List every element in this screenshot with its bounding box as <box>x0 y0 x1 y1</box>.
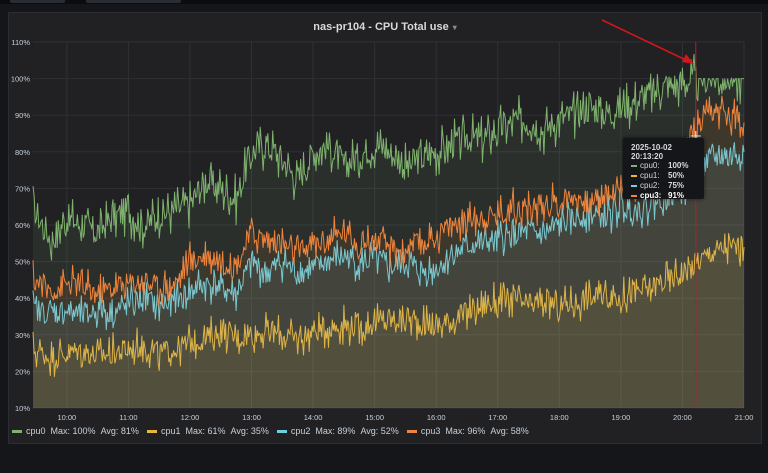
x-tick-label: 11:00 <box>119 413 137 422</box>
x-tick-label: 19:00 <box>611 413 630 422</box>
legend-item[interactable]: cpu3 Max: 96% Avg: 58% <box>406 426 529 436</box>
chart-legend: cpu0 Max: 100% Avg: 81% cpu1 Max: 61% Avg: 35… <box>12 426 537 436</box>
tooltip-swatch <box>631 174 637 177</box>
legend-max: Max: 100% <box>50 426 96 436</box>
legend-item[interactable]: cpu1 Max: 61% Avg: 35% <box>146 426 269 436</box>
tooltip-swatch <box>631 194 637 197</box>
tooltip-row: cpu1: 50% <box>623 171 704 181</box>
tooltip-swatch <box>631 184 637 187</box>
y-tick-label: 100% <box>11 75 31 84</box>
y-tick-label: 20% <box>15 367 30 376</box>
chevron-down-icon[interactable]: ▾ <box>452 23 457 32</box>
tooltip-row: cpu2: 75% <box>623 181 704 191</box>
legend-series-name[interactable]: cpu3 <box>420 426 441 436</box>
legend-series-name[interactable]: cpu2 <box>290 426 311 436</box>
legend-avg: Avg: 58% <box>490 426 529 436</box>
legend-item[interactable]: cpu2 Max: 89% Avg: 52% <box>276 426 399 436</box>
legend-swatch <box>146 430 157 434</box>
y-tick-label: 50% <box>15 258 30 267</box>
series-area-cpu2 <box>33 142 744 408</box>
y-tick-label: 110% <box>11 38 30 47</box>
tooltip-value: 50% <box>668 171 685 180</box>
top-strip-tab[interactable] <box>10 0 65 3</box>
tooltip-value: 100% <box>668 161 689 170</box>
tooltip-swatch <box>631 164 637 167</box>
annotation-arrow <box>601 19 691 63</box>
y-tick-label: 80% <box>15 148 30 157</box>
panel-title[interactable]: nas-pr104 - CPU Total use ▾ <box>9 21 761 33</box>
x-tick-label: 17:00 <box>488 413 507 422</box>
tooltip-series-name: cpu0: <box>640 161 660 170</box>
series-area-cpu1 <box>33 233 744 408</box>
series-line-cpu0 <box>32 53 744 261</box>
y-tick-label: 10% <box>15 404 30 413</box>
tooltip-value: 75% <box>668 181 685 190</box>
tooltip-value: 91% <box>668 191 685 200</box>
legend-swatch <box>406 430 417 434</box>
tooltip-time: 2025-10-02 20:13:20 <box>631 143 672 161</box>
hover-tooltip: 2025-10-02 20:13:20 cpu0: 100% cpu1: 50% cpu… <box>623 138 704 201</box>
y-tick-label: 70% <box>15 184 30 193</box>
top-strip <box>0 0 768 4</box>
legend-swatch <box>276 430 287 434</box>
x-tick-label: 20:00 <box>673 413 692 422</box>
x-tick-label: 21:00 <box>735 413 754 422</box>
legend-avg: Avg: 81% <box>100 426 139 436</box>
legend-series-name[interactable]: cpu0 <box>26 426 46 436</box>
x-tick-label: 18:00 <box>550 413 569 422</box>
y-tick-label: 60% <box>15 221 30 230</box>
top-strip-tab[interactable] <box>86 0 181 3</box>
legend-item[interactable]: cpu0 Max: 100% Avg: 81% <box>12 426 139 436</box>
legend-swatch <box>12 430 22 434</box>
tooltip-series-name: cpu1: <box>640 171 660 180</box>
y-tick-label: 90% <box>15 111 30 120</box>
series-area-cpu3 <box>33 95 744 408</box>
legend-max: Max: 96% <box>445 426 486 436</box>
y-tick-label: 30% <box>15 331 30 340</box>
tooltip-row: cpu3: 91% <box>623 191 704 201</box>
legend-avg: Avg: 35% <box>230 426 269 436</box>
annotation-arrowhead <box>682 54 694 64</box>
tooltip-row: cpu0: 100% <box>623 161 704 171</box>
legend-max: Max: 89% <box>315 426 356 436</box>
x-tick-label: 13:00 <box>242 413 261 422</box>
panel-title-text[interactable]: nas-pr104 - CPU Total use <box>313 21 449 33</box>
series-line-cpu1 <box>32 233 745 377</box>
x-tick-label: 12:00 <box>181 413 200 422</box>
tooltip-series-name: cpu2: <box>640 181 660 190</box>
y-tick-label: 40% <box>15 294 30 303</box>
legend-series-name[interactable]: cpu1 <box>160 426 181 436</box>
x-tick-label: 14:00 <box>304 413 323 422</box>
x-tick-label: 15:00 <box>365 413 384 422</box>
x-tick-label: 10:00 <box>57 413 76 422</box>
x-tick-label: 16:00 <box>427 413 446 422</box>
legend-avg: Avg: 52% <box>360 426 399 436</box>
tooltip-series-name: cpu3: <box>640 191 662 200</box>
legend-max: Max: 61% <box>185 426 226 436</box>
